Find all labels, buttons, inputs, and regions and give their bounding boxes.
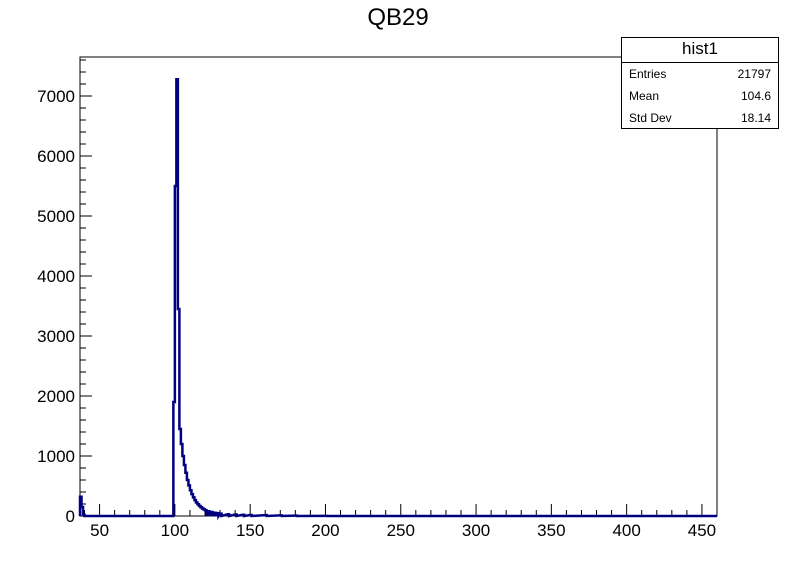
stats-box: hist1 Entries 21797 Mean 104.6 Std Dev 1… [621, 37, 779, 129]
x-tick-label: 150 [236, 521, 264, 540]
y-tick-label: 7000 [37, 87, 75, 106]
y-tick-label: 0 [66, 507, 75, 526]
x-tick-label: 250 [387, 521, 415, 540]
axis-ticks: 50 100 150 200 250 300 350 400 450 0 1000 2000 3000 4… [37, 59, 718, 540]
stats-row-entries: Entries 21797 [622, 63, 778, 85]
histogram-line [78, 77, 717, 521]
x-tick-label: 400 [612, 521, 640, 540]
stats-row-stddev: Std Dev 18.14 [622, 107, 778, 129]
x-tick-label: 100 [161, 521, 189, 540]
y-tick-label: 3000 [37, 327, 75, 346]
y-tick-label: 2000 [37, 387, 75, 406]
stats-value-stddev: 18.14 [740, 111, 771, 125]
x-tick-label: 300 [462, 521, 490, 540]
stats-title: hist1 [622, 38, 778, 63]
x-tick-label: 350 [537, 521, 565, 540]
y-tick-label: 6000 [37, 147, 75, 166]
y-tick-label: 4000 [37, 267, 75, 286]
stats-label-entries: Entries [629, 67, 667, 81]
stats-label-mean: Mean [629, 89, 660, 103]
y-tick-label: 1000 [37, 447, 75, 466]
stats-label-stddev: Std Dev [629, 111, 672, 125]
x-tick-label: 50 [90, 521, 109, 540]
y-tick-label: 5000 [37, 207, 75, 226]
x-tick-label: 200 [311, 521, 339, 540]
x-tick-label: 450 [688, 521, 716, 540]
chart-title: QB29 [367, 4, 429, 31]
stats-value-entries: 21797 [737, 67, 771, 81]
stats-row-mean: Mean 104.6 [622, 85, 778, 107]
stats-value-mean: 104.6 [740, 89, 771, 103]
